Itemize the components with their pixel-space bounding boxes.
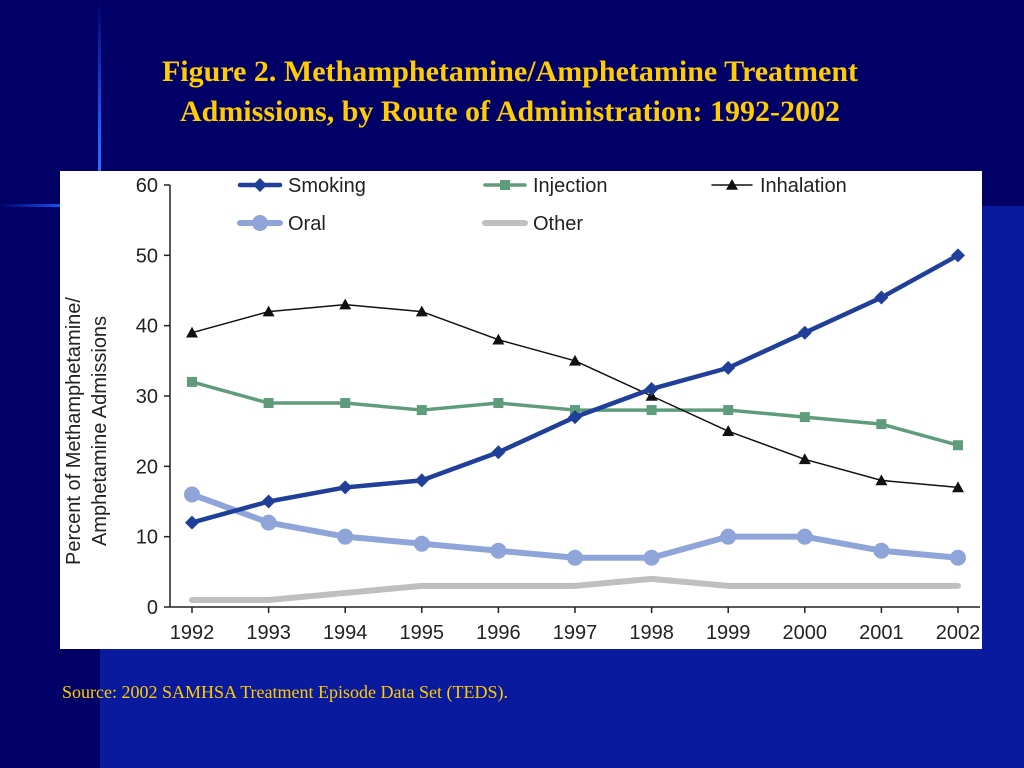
data-point-inhalation	[722, 425, 735, 436]
series-oral	[184, 486, 966, 566]
legend-label-oral: Oral	[288, 213, 326, 235]
data-point-oral	[184, 486, 200, 503]
title-line-2: Admissions, by Route of Administration: …	[179, 95, 841, 128]
data-point-injection	[416, 405, 427, 416]
data-point-oral	[260, 514, 277, 531]
data-point-oral	[950, 549, 966, 566]
data-point-smoking	[185, 515, 199, 530]
data-point-injection	[340, 398, 351, 409]
legend-item-inhalation: Inhalation	[711, 175, 847, 197]
x-tick-label: 2000	[783, 622, 828, 644]
data-point-injection	[187, 376, 197, 387]
data-point-oral	[337, 528, 354, 545]
x-tick-label: 1997	[553, 622, 598, 644]
data-point-inhalation	[262, 305, 275, 317]
data-point-injection	[570, 405, 580, 416]
x-tick-label: 1993	[246, 622, 291, 644]
data-point-smoking	[338, 480, 353, 495]
series-line-other	[189, 575, 961, 603]
data-point-oral	[413, 535, 430, 552]
y-tick-label: 30	[136, 386, 158, 408]
legend-item-injection: Injection	[483, 175, 608, 197]
data-point-oral	[490, 542, 507, 559]
series-smoking	[185, 248, 965, 530]
y-tick-label: 50	[136, 245, 158, 267]
data-point-injection	[799, 412, 810, 423]
data-point-inhalation	[186, 326, 198, 338]
x-tick-label: 1996	[476, 622, 521, 644]
title-line-1: Figure 2. Methamphetamine/Amphetamine Tr…	[161, 55, 859, 88]
y-tick-label: 10	[136, 527, 158, 549]
axes: 0 10 20 30 40 50 60 1992 1993 1994 1995 1996 1997 199…	[136, 175, 981, 644]
chart-area: 0 10 20 30 40 50 60 1992 1993 1994 1995 1996 1997 199…	[60, 171, 982, 649]
data-point-smoking	[874, 290, 889, 305]
data-point-smoking	[644, 381, 659, 396]
y-axis-title-line-1: Percent of Methamphetamine/	[63, 297, 85, 565]
y-tick-label: 60	[136, 175, 158, 197]
data-point-smoking	[721, 360, 736, 375]
series-other	[189, 575, 961, 603]
data-point-smoking	[491, 445, 506, 460]
data-point-injection	[646, 405, 657, 416]
data-point-injection	[493, 398, 504, 409]
data-point-injection	[723, 405, 734, 416]
x-tick-label: 1998	[629, 622, 674, 644]
data-point-oral	[796, 528, 813, 545]
slide-title: Figure 2. Methamphetamine/Amphetamine Tr…	[60, 52, 960, 132]
accent-horizontal-line	[0, 204, 110, 207]
series-line-oral	[189, 491, 961, 561]
series-injection	[187, 376, 963, 451]
data-point-inhalation	[875, 474, 888, 486]
y-axis-title: Percent of Methamphetamine/ Amphetamine …	[63, 297, 111, 565]
x-tick-label: 1992	[170, 622, 215, 644]
data-point-oral	[873, 542, 890, 559]
series-line-inhalation	[191, 303, 959, 489]
data-point-injection	[263, 398, 274, 409]
legend-item-other: Other	[482, 213, 583, 235]
legend-label-smoking: Smoking	[288, 175, 366, 197]
legend-marker-smoking	[253, 178, 267, 192]
data-point-inhalation	[952, 481, 964, 493]
data-point-inhalation	[798, 453, 811, 465]
data-point-inhalation	[492, 333, 505, 345]
y-tick-label: 40	[136, 316, 158, 338]
legend: Smoking Injection Inhalation Oral Other	[237, 175, 847, 235]
data-point-inhalation	[339, 298, 352, 310]
series-inhalation	[186, 298, 964, 493]
legend-marker-injection	[500, 180, 510, 190]
legend-label-other: Other	[533, 213, 583, 235]
x-tick-label: 2001	[859, 622, 904, 644]
legend-label-inhalation: Inhalation	[760, 175, 847, 197]
y-axis-title-line-2: Amphetamine Admissions	[89, 316, 111, 546]
series-line-smoking	[189, 253, 961, 525]
source-note: Source: 2002 SAMHSA Treatment Episode Da…	[62, 682, 508, 702]
y-tick-label: 20	[136, 456, 158, 478]
legend-marker-inhalation	[726, 179, 738, 190]
series-layer	[184, 248, 966, 603]
data-point-smoking	[414, 473, 429, 488]
x-tick-label: 2002	[936, 622, 981, 644]
data-point-inhalation	[415, 305, 428, 317]
data-point-smoking	[951, 248, 965, 263]
x-tick-label: 1999	[706, 622, 751, 644]
x-tick-label: 1994	[323, 622, 368, 644]
data-point-injection	[953, 440, 963, 451]
accent-vertical-line	[98, 0, 101, 206]
y-tick-label: 0	[147, 597, 158, 619]
x-tick-label: 1995	[400, 622, 445, 644]
data-point-smoking	[797, 325, 812, 340]
legend-item-oral: Oral	[237, 213, 326, 235]
legend-label-injection: Injection	[533, 175, 608, 197]
line-chart: 0 10 20 30 40 50 60 1992 1993 1994 1995 1996 1997 199…	[63, 175, 981, 644]
data-point-oral	[720, 528, 737, 545]
data-point-oral	[643, 549, 660, 566]
data-point-smoking	[568, 410, 582, 425]
data-point-smoking	[261, 494, 276, 509]
data-point-inhalation	[569, 354, 581, 366]
data-point-oral	[567, 549, 583, 566]
legend-item-smoking: Smoking	[237, 175, 366, 197]
legend-marker-oral	[252, 215, 268, 231]
data-point-injection	[876, 419, 887, 430]
